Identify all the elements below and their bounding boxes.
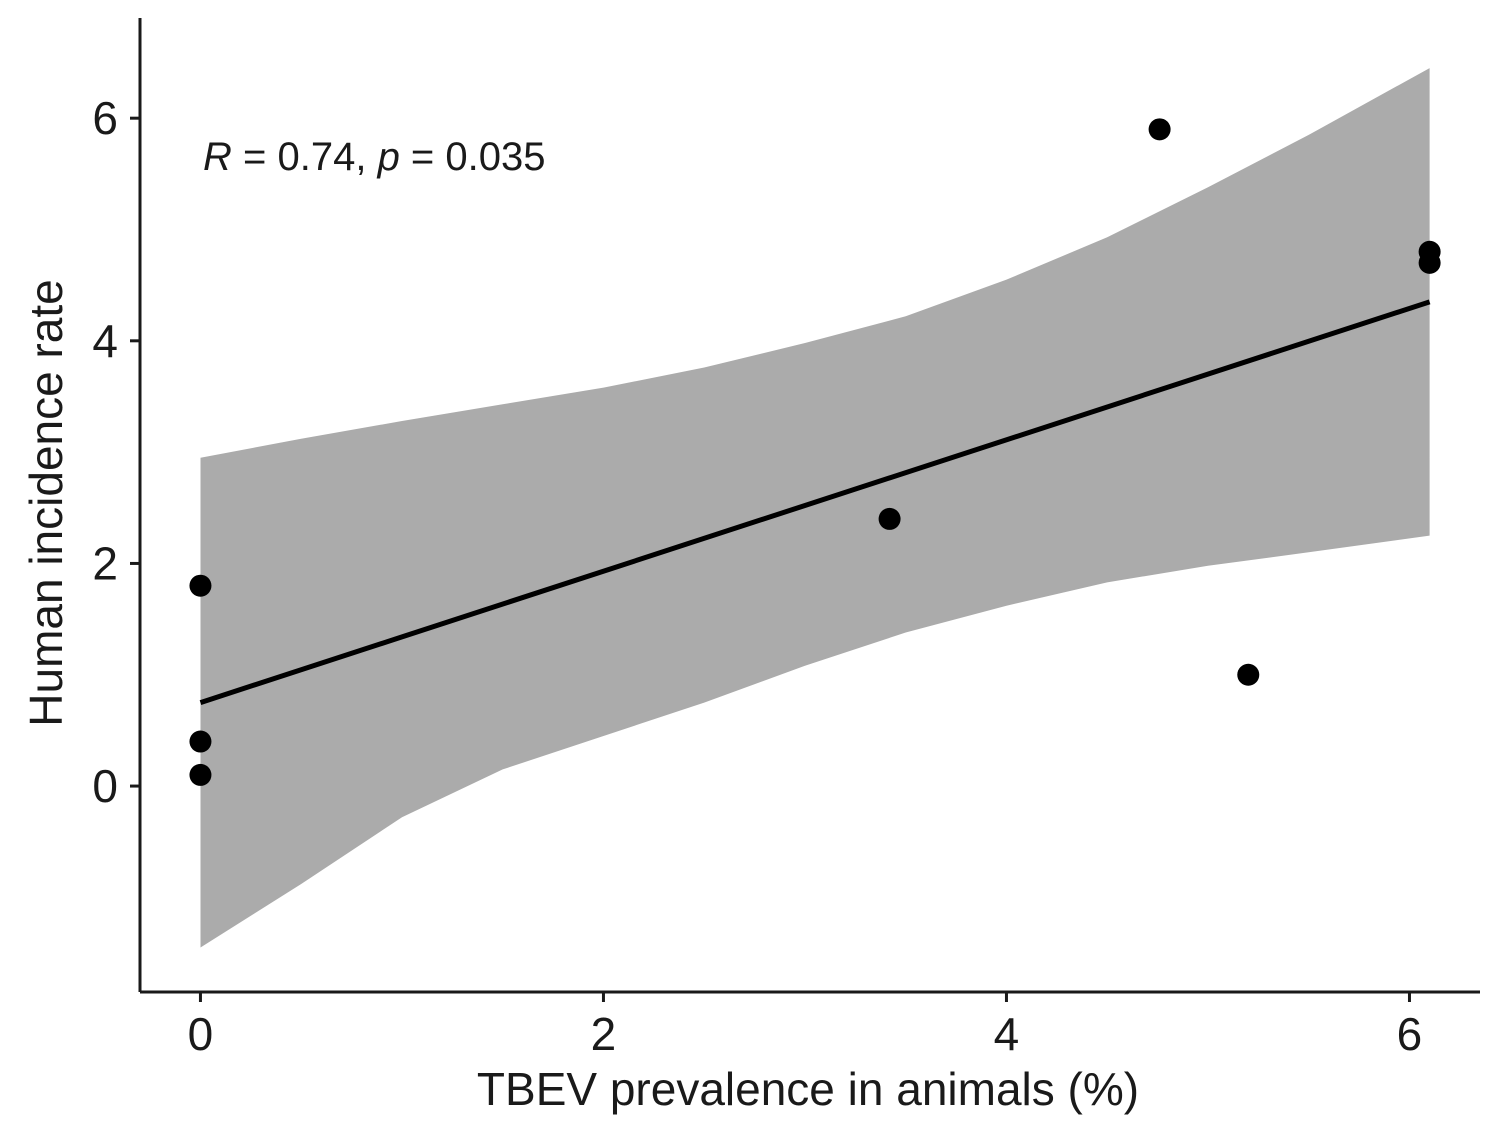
correlation-annotation: R = 0.74, p = 0.035 — [203, 135, 546, 179]
x-axis-title: TBEV prevalence in animals (%) — [477, 1063, 1139, 1115]
axes-layer — [138, 18, 1480, 994]
p-symbol: p — [377, 135, 400, 179]
y-tick-label-6: 6 — [92, 92, 118, 144]
data-point-5 — [1148, 118, 1171, 141]
data-point-8 — [1418, 251, 1441, 274]
y-tick-label-4: 4 — [92, 315, 118, 367]
y-tick-label-2: 2 — [92, 537, 118, 589]
data-point-3 — [189, 763, 212, 786]
data-points-layer — [189, 118, 1441, 786]
confidence-band — [200, 68, 1430, 948]
data-point-4 — [878, 507, 901, 530]
x-tick-label-2: 2 — [591, 1008, 617, 1060]
r-symbol: R — [203, 135, 232, 179]
confidence-band-layer — [200, 68, 1430, 948]
y-axis-title: Human incidence rate — [20, 279, 72, 726]
ticks-layer: 0 2 4 6 0 2 4 6 — [92, 92, 1422, 1060]
x-tick-label-0: 0 — [188, 1008, 214, 1060]
y-tick-label-0: 0 — [92, 760, 118, 812]
data-point-2 — [189, 730, 212, 753]
x-tick-label-6: 6 — [1397, 1008, 1423, 1060]
x-tick-label-4: 4 — [994, 1008, 1020, 1060]
regression-line-layer — [199, 299, 1431, 705]
data-point-1 — [189, 574, 212, 597]
regression-line — [199, 299, 1431, 705]
r-value-text: = 0.74, — [232, 135, 378, 179]
p-value-text: = 0.035 — [400, 135, 546, 179]
data-point-6 — [1237, 663, 1260, 686]
